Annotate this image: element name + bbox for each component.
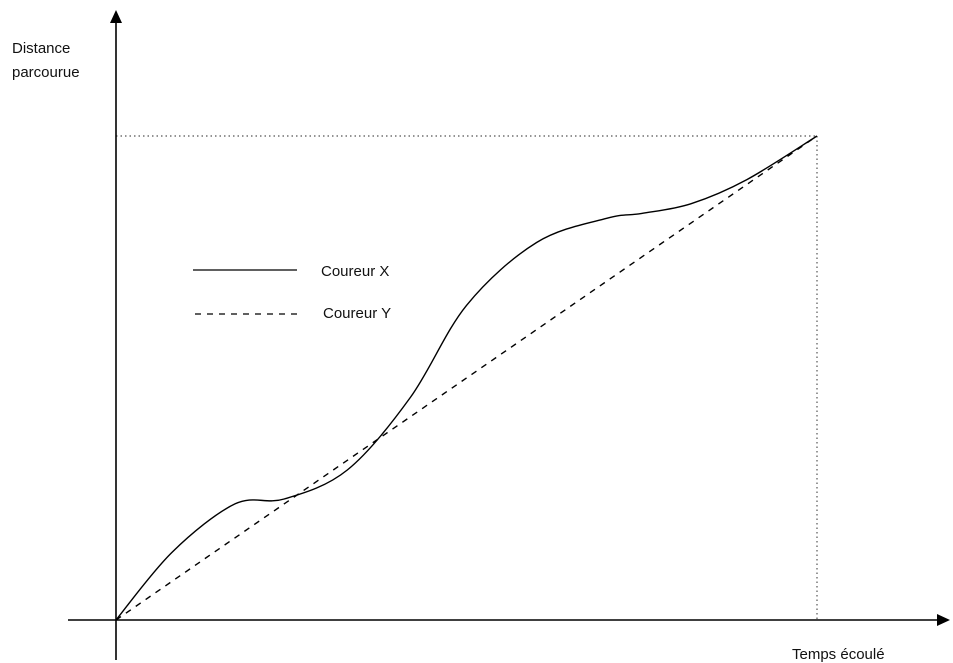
y-axis-label-line-1: Distance: [12, 40, 70, 57]
series-group: [115, 135, 818, 621]
legend-label-coureur-y: Coureur Y: [323, 305, 391, 322]
series-line-coureur-x: [115, 135, 818, 621]
series-line-coureur-y: [115, 135, 818, 621]
x-axis-arrow-icon: [937, 614, 950, 626]
y-axis-label-line-2: parcourue: [12, 64, 80, 81]
legend: Coureur X Coureur Y: [193, 263, 391, 322]
legend-label-coureur-x: Coureur X: [321, 263, 389, 280]
axes: [68, 10, 950, 660]
y-axis-arrow-icon: [110, 10, 122, 23]
x-axis-label: Temps écoulé: [792, 646, 885, 663]
